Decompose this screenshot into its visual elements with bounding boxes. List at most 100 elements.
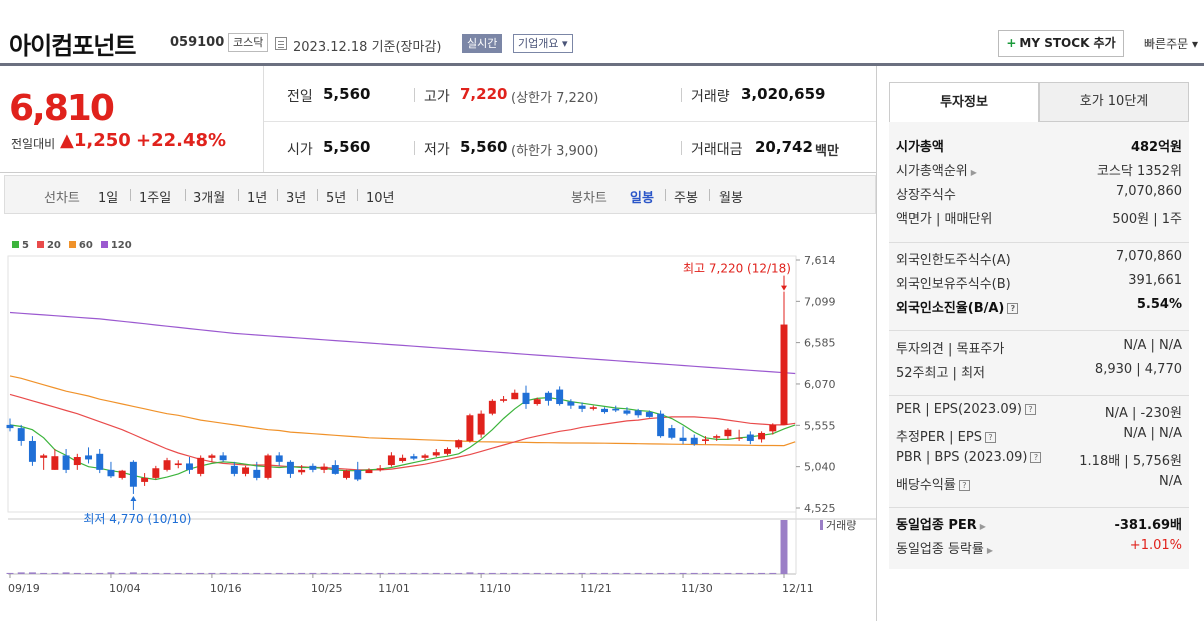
period-3y[interactable]: 3년 — [286, 191, 307, 206]
legend-label: 60 — [78, 240, 93, 251]
plus-icon: + — [1006, 36, 1017, 50]
info-key: PBR | BPS (2023.09)? — [896, 450, 1042, 465]
volume-bar — [780, 520, 788, 574]
calendar-icon — [275, 37, 287, 50]
quick-order-dropdown[interactable]: 빠른주문 ▾ — [1144, 37, 1198, 51]
volume-bar — [668, 572, 676, 574]
volume-bar — [85, 572, 92, 574]
period-1w[interactable]: 1주일 — [139, 191, 172, 206]
candle-monthly[interactable]: 월봉 — [719, 191, 743, 206]
chevron-right-icon[interactable]: ▶ — [979, 522, 986, 531]
legend-item-60: 60 — [68, 240, 93, 251]
x-tick-label: 11/21 — [580, 582, 612, 595]
candle-daily[interactable]: 일봉 — [630, 191, 654, 206]
info-row: 배당수익률? N/A — [896, 474, 1182, 496]
period-separator — [238, 189, 239, 201]
x-tick-label: 11/01 — [378, 582, 410, 595]
candle-body — [275, 455, 283, 462]
tab-investment-info[interactable]: 투자정보 — [889, 82, 1039, 122]
volume-bar — [657, 572, 665, 574]
candle-body — [242, 467, 250, 474]
info-key-text: PBR | BPS (2023.09) — [896, 450, 1028, 465]
x-tick-label: 09/19 — [8, 582, 40, 595]
legend-item-5: 5 — [12, 240, 29, 251]
candle-body — [432, 452, 440, 456]
volume-bar — [601, 572, 608, 574]
info-key-text: 시가총액순위 — [896, 164, 968, 179]
chevron-right-icon[interactable]: ▶ — [986, 546, 994, 555]
volume-bar — [309, 572, 317, 574]
right-panel-divider — [876, 66, 877, 621]
volume-bar — [724, 572, 732, 574]
volume-bar — [286, 572, 294, 574]
period-3m[interactable]: 3개월 — [193, 191, 226, 206]
candle-body — [634, 410, 642, 416]
info-row: 52주최고 | 최저 8,930 | 4,770 — [896, 362, 1182, 384]
legend-label: 5 — [22, 240, 29, 251]
period-10y[interactable]: 10년 — [366, 191, 395, 206]
volume-bar — [488, 572, 496, 574]
volume-bar — [612, 572, 620, 574]
add-mystock-button[interactable]: + MY STOCK 추가 — [998, 30, 1124, 57]
volume-legend-label: 거래량 — [826, 519, 856, 532]
chevron-right-icon[interactable]: ▶ — [970, 168, 977, 177]
volume-bar — [186, 572, 193, 574]
info-value: 코스닥 1352위 — [1096, 164, 1182, 179]
candle-body — [657, 413, 665, 437]
candle-body — [118, 470, 126, 478]
volume-bar — [62, 572, 70, 574]
info-group-divider — [889, 395, 1189, 396]
info-row: 외국인소진율(B/A)? 5.54% — [896, 297, 1182, 319]
high-annotation: 최고 7,220 (12/18) — [683, 262, 791, 276]
volume-bar — [589, 572, 597, 574]
volume-bar — [544, 572, 552, 574]
chart-legend: 5 20 60 120 — [12, 240, 140, 251]
realtime-button[interactable]: 실시간 — [462, 34, 503, 53]
info-key: 시가총액 — [896, 136, 944, 155]
stock-header: 아이컴포넌트 059100 코스닥 2023.12.18 기준(장마감) 실시간… — [0, 0, 1204, 64]
y-tick-label: 5,555 — [804, 419, 836, 432]
info-key-text: 시가총액 — [896, 140, 944, 155]
info-value: 482억원 — [1130, 140, 1182, 155]
volume-bar — [623, 572, 631, 574]
info-row: 외국인보유주식수(B) 391,661 — [896, 273, 1182, 295]
low-arrow-head — [130, 495, 137, 501]
volume-bar — [410, 572, 418, 574]
tab-orderbook-10[interactable]: 호가 10단계 — [1039, 82, 1189, 122]
info-value: N/A | -230원 — [1104, 406, 1182, 421]
help-icon[interactable]: ? — [1024, 404, 1036, 415]
volume-bar — [713, 572, 721, 574]
candle-weekly[interactable]: 주봉 — [674, 191, 698, 206]
volume-bar — [107, 572, 115, 574]
period-1y[interactable]: 1년 — [247, 191, 268, 206]
period-1d[interactable]: 1일 — [98, 191, 119, 206]
candle-body — [679, 437, 687, 441]
price-chart[interactable]: 5 20 60 120 7,614 7,099 6,585 6,070 5,555 5,040 4… — [0, 236, 876, 621]
candle-body — [612, 408, 620, 411]
help-icon[interactable]: ? — [1007, 303, 1019, 314]
volume-bar — [163, 572, 171, 574]
candle-body — [623, 410, 631, 414]
period-5y[interactable]: 5년 — [326, 191, 347, 206]
info-group-divider — [889, 330, 1189, 331]
upper-limit: (상한가 7,220) — [511, 91, 599, 106]
candle-chart-label: 봉차트 — [571, 191, 607, 206]
info-group-divider — [889, 507, 1189, 508]
help-icon[interactable]: ? — [1030, 452, 1042, 463]
help-icon[interactable]: ? — [958, 480, 970, 491]
chart-canvas[interactable]: 7,614 7,099 6,585 6,070 5,555 5,040 4,525 09/19… — [0, 236, 876, 621]
company-info-dropdown[interactable]: 기업개요 ▾ — [513, 34, 573, 53]
info-row[interactable]: 동일업종 PER ▶ -381.69배 — [896, 514, 1182, 536]
help-icon[interactable]: ? — [984, 432, 996, 443]
stat-separator — [414, 88, 415, 102]
info-row[interactable]: 동일업종 등락률 ▶ +1.01% — [896, 538, 1182, 560]
info-row: 추정PER | EPS? N/A | N/A — [896, 426, 1182, 448]
candle-body — [668, 428, 676, 438]
period-separator — [185, 189, 186, 201]
info-row[interactable]: 시가총액순위 ▶ 코스닥 1352위 — [896, 160, 1182, 182]
low-annotation: 최저 4,770 (10/10) — [83, 512, 191, 526]
investment-info-panel: 투자정보 호가 10단계 시가총액 482억원 시가총액순위 ▶ 코스닥 1352위 상장… — [889, 82, 1189, 569]
info-value: +1.01% — [1129, 538, 1182, 553]
legend-label: 120 — [110, 240, 132, 251]
volume-bar — [17, 572, 25, 574]
